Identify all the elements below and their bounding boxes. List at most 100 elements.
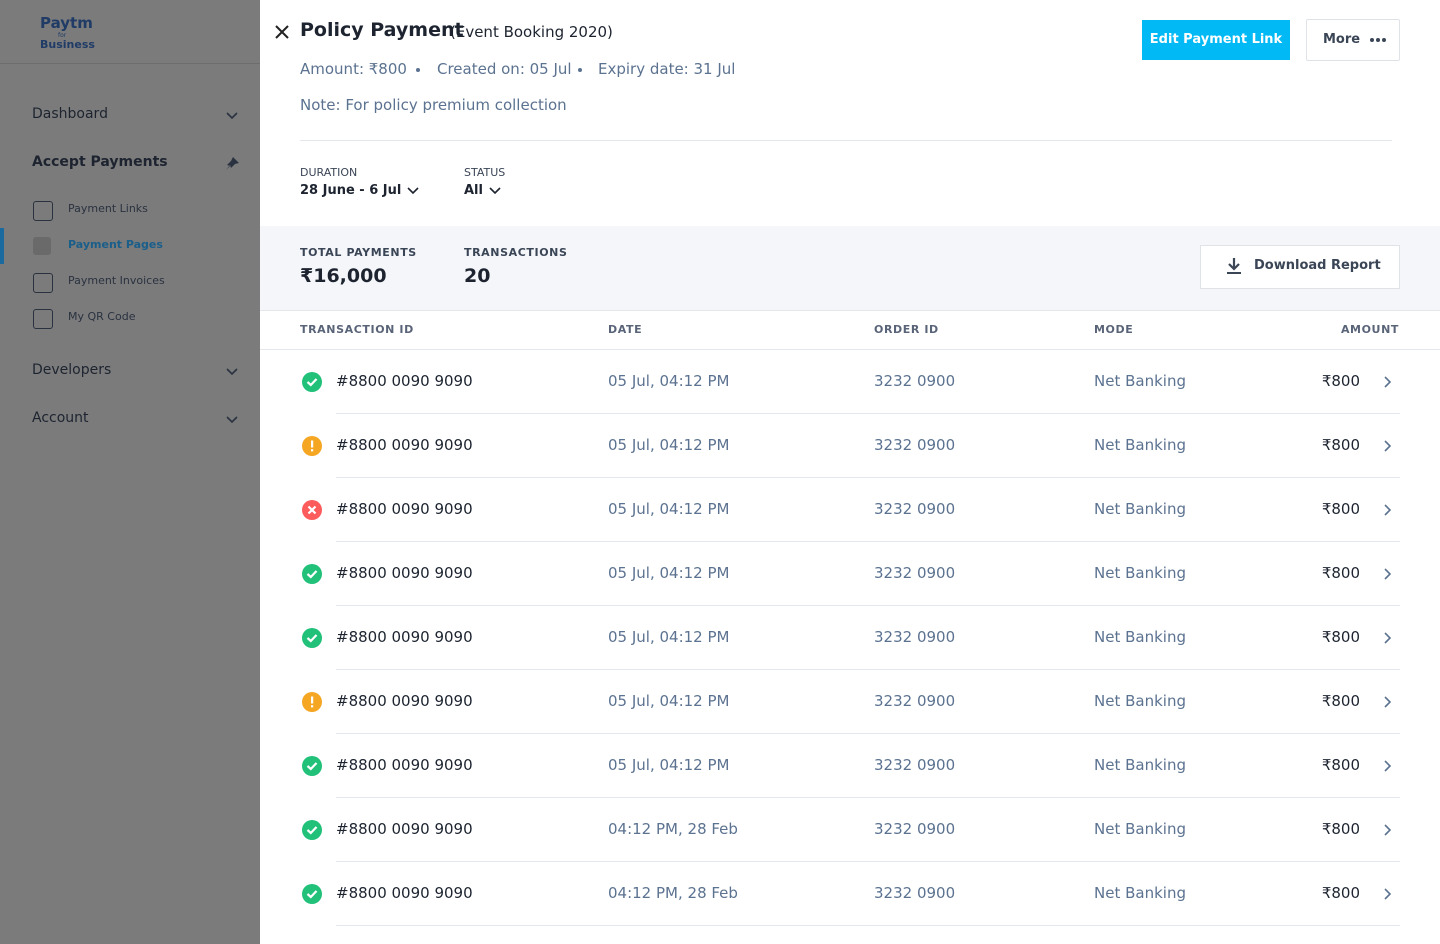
nav-item[interactable]: Account xyxy=(32,410,89,426)
row-divider xyxy=(336,669,1400,670)
cell: 05 Jul, 04:12 PM xyxy=(608,628,730,646)
nav-item[interactable]: My QR Code xyxy=(68,310,136,323)
row-chevron xyxy=(1384,504,1392,516)
cell: #8800 0090 9090 xyxy=(336,884,473,902)
edit-button[interactable]: Edit Payment Link xyxy=(1142,20,1290,60)
row-chevron xyxy=(1384,376,1392,388)
cell: #8800 0090 9090 xyxy=(336,756,473,774)
table-row[interactable]: #8800 0090 9090 05 Jul, 04:12 PM 3232 0900… xyxy=(260,734,1440,798)
dot xyxy=(416,68,420,72)
chevron xyxy=(407,187,419,195)
cell: Net Banking xyxy=(1094,436,1186,454)
row-chevron xyxy=(1384,696,1392,708)
cell: Net Banking xyxy=(1094,564,1186,582)
note: Note: For policy premium collection xyxy=(300,96,567,114)
logo: Business xyxy=(40,38,95,51)
row-divider xyxy=(336,541,1400,542)
row-divider xyxy=(336,413,1400,414)
more-button[interactable]: More xyxy=(1306,19,1400,61)
panel xyxy=(260,0,1440,944)
cell: ₹800 xyxy=(1321,756,1360,774)
row-divider xyxy=(336,477,1400,478)
divider xyxy=(300,140,1392,141)
nav-item[interactable]: Dashboard xyxy=(32,106,108,122)
nav-item[interactable]: Payment Pages xyxy=(68,238,163,251)
row-chevron xyxy=(1384,632,1392,644)
cell: ₹800 xyxy=(1321,500,1360,518)
nav-item[interactable]: Payment Links xyxy=(68,202,148,215)
dot xyxy=(578,68,582,72)
divider xyxy=(0,63,260,64)
status-icon xyxy=(302,820,322,840)
row-chevron xyxy=(1384,888,1392,900)
cell: Net Banking xyxy=(1094,628,1186,646)
row-chevron xyxy=(1384,824,1392,836)
table-row[interactable]: #8800 0090 9090 05 Jul, 04:12 PM 3232 0900… xyxy=(260,670,1440,734)
table-row[interactable]: #8800 0090 9090 05 Jul, 04:12 PM 3232 0900… xyxy=(260,478,1440,542)
table-row[interactable]: #8800 0090 9090 04:12 PM, 28 Feb 3232 0900… xyxy=(260,862,1440,926)
table-row[interactable]: #8800 0090 9090 05 Jul, 04:12 PM 3232 0900… xyxy=(260,350,1440,414)
logo: for xyxy=(58,32,67,39)
meta: Created on: 05 Jul xyxy=(437,60,572,78)
chevron xyxy=(226,368,238,376)
row-chevron xyxy=(1384,760,1392,772)
filter-value[interactable]: 28 June - 6 Jul xyxy=(300,183,402,198)
status-icon xyxy=(302,436,322,456)
chevron xyxy=(489,187,501,195)
row-chevron xyxy=(1384,440,1392,452)
cell: 3232 0900 xyxy=(874,564,956,582)
close-icon[interactable] xyxy=(274,24,290,40)
filter-value[interactable]: All xyxy=(464,183,483,198)
meta: Amount: ₹800 xyxy=(300,60,407,78)
cell: 05 Jul, 04:12 PM xyxy=(608,692,730,710)
column-header: TRANSACTION ID xyxy=(300,323,414,336)
status-icon xyxy=(302,372,322,392)
cell: 3232 0900 xyxy=(874,692,956,710)
logo: Paytm xyxy=(40,14,93,32)
chevron xyxy=(226,112,238,120)
cell: 04:12 PM, 28 Feb xyxy=(608,820,738,838)
filter-label: DURATION xyxy=(300,166,358,179)
cell: #8800 0090 9090 xyxy=(336,500,473,518)
row-chevron xyxy=(1384,568,1392,580)
table-row[interactable]: #8800 0090 9090 05 Jul, 04:12 PM 3232 0900… xyxy=(260,606,1440,670)
table-row[interactable]: #8800 0090 9090 04:12 PM, 28 Feb 3232 0900… xyxy=(260,798,1440,862)
cell: #8800 0090 9090 xyxy=(336,820,473,838)
cell: 05 Jul, 04:12 PM xyxy=(608,436,730,454)
row-divider xyxy=(336,605,1400,606)
download-button[interactable]: Download Report xyxy=(1200,245,1400,289)
cell: #8800 0090 9090 xyxy=(336,436,473,454)
meta: Expiry date: 31 Jul xyxy=(598,60,736,78)
title: Policy Payment xyxy=(300,19,464,41)
cell: Net Banking xyxy=(1094,500,1186,518)
cell: 3232 0900 xyxy=(874,436,956,454)
table-row[interactable]: #8800 0090 9090 05 Jul, 04:12 PM 3232 0900… xyxy=(260,542,1440,606)
cell: #8800 0090 9090 xyxy=(336,628,473,646)
nav-item[interactable]: Developers xyxy=(32,362,112,378)
status-icon xyxy=(302,628,322,648)
filter-label: STATUS xyxy=(464,166,506,179)
subtitle: (Event Booking 2020) xyxy=(450,23,613,41)
active-bar xyxy=(0,228,4,264)
table-row[interactable]: #8800 0090 9090 05 Jul, 04:12 PM 3232 0900… xyxy=(260,414,1440,478)
cell: 04:12 PM, 28 Feb xyxy=(608,884,738,902)
nav-item[interactable]: Accept Payments xyxy=(32,154,168,170)
pin-icon xyxy=(225,157,239,171)
cell: ₹800 xyxy=(1321,564,1360,582)
divider xyxy=(260,349,1440,350)
status-icon xyxy=(302,884,322,904)
cell: 3232 0900 xyxy=(874,372,956,390)
row-divider xyxy=(336,925,1400,926)
column-header: ORDER ID xyxy=(874,323,939,336)
download-icon xyxy=(1227,258,1241,274)
nav-item[interactable]: Payment Invoices xyxy=(68,274,165,287)
cell: 3232 0900 xyxy=(874,820,956,838)
cell: ₹800 xyxy=(1321,372,1360,390)
nav-icon xyxy=(33,237,51,255)
row-divider xyxy=(336,861,1400,862)
cell: 3232 0900 xyxy=(874,500,956,518)
cell: ₹800 xyxy=(1321,820,1360,838)
status-icon xyxy=(302,500,322,520)
cell: 05 Jul, 04:12 PM xyxy=(608,756,730,774)
more-label: More xyxy=(1323,32,1361,47)
